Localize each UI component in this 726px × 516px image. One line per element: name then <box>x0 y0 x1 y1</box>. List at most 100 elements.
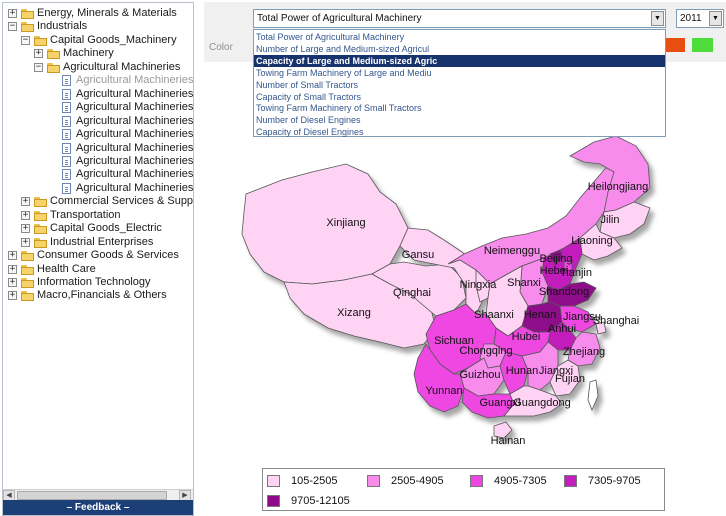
province-hunan[interactable] <box>499 351 529 395</box>
tree-node[interactable]: − Capital Goods_Machinery <box>3 34 193 47</box>
color-label: Color <box>209 42 233 53</box>
expand-icon[interactable]: + <box>21 236 30 247</box>
tree-node[interactable]: + Machinery <box>3 47 193 60</box>
tree-node[interactable]: Agricultural Machineries <box>3 182 193 195</box>
folder-icon <box>21 251 34 262</box>
tree-node[interactable]: Agricultural Machineries <box>3 74 193 87</box>
tree-node-label: Industrial Enterprises <box>50 235 154 248</box>
province-tianjin[interactable] <box>563 259 573 271</box>
scrollbar-thumb[interactable] <box>17 491 167 500</box>
province-label: Hainan <box>491 435 526 447</box>
color-swatch-green[interactable] <box>692 38 713 52</box>
tree-node[interactable]: Agricultural Machineries <box>3 142 193 155</box>
tree-node[interactable]: Agricultural Machineries <box>3 155 193 168</box>
expand-icon[interactable]: + <box>21 196 30 207</box>
province-label: Tianjin <box>560 267 592 279</box>
indicator-select-value: Total Power of Agricultural Machinery <box>257 13 422 24</box>
province-label: Ningxia <box>460 279 498 291</box>
province-yunnan[interactable] <box>413 343 465 413</box>
province-label: Fujian <box>555 373 585 385</box>
collapse-icon[interactable]: − <box>8 21 17 32</box>
tree-node-label: Macro,Financials & Others <box>37 289 167 302</box>
folder-icon <box>34 237 47 248</box>
tree-node[interactable]: Agricultural Machineries <box>3 115 193 128</box>
feedback-button[interactable]: – Feedback – <box>3 500 193 515</box>
tree-node-label: Transportation <box>50 208 121 221</box>
tree-node-label: Agricultural Machineries <box>76 181 193 194</box>
province-label: Xinjiang <box>326 217 365 229</box>
tree-node[interactable]: − Agricultural Machineries <box>3 61 193 74</box>
year-chevron-down-icon[interactable]: ▼ <box>709 11 722 26</box>
province-label: Hubei <box>512 331 541 343</box>
indicator-select[interactable]: Total Power of Agricultural Machinery ▼ <box>253 9 666 28</box>
dropdown-option[interactable]: Number of Large and Medium-sized Agricul <box>256 43 430 54</box>
tree-node[interactable]: + Transportation <box>3 209 193 222</box>
dropdown-option[interactable]: Capacity of Diesel Engines <box>256 127 364 138</box>
expand-icon[interactable]: + <box>8 277 17 287</box>
expand-icon[interactable]: + <box>8 263 17 274</box>
dropdown-option[interactable]: Total Power of Agricultural Machinery <box>256 32 405 42</box>
province-label: Shanxi <box>507 277 541 289</box>
color-swatch-orange[interactable] <box>664 38 685 52</box>
dropdown-option[interactable]: Capacity of Small Tractors <box>256 91 362 102</box>
expand-icon[interactable]: + <box>34 48 43 59</box>
tree-node[interactable]: Agricultural Machineries <box>3 101 193 114</box>
province-label: Henan <box>524 309 556 321</box>
folder-icon <box>34 210 47 221</box>
tree-node-label: Agricultural Machineries <box>76 101 193 114</box>
dropdown-option[interactable]: Number of Small Tractors <box>256 79 359 90</box>
province-label: Liaoning <box>571 235 613 247</box>
province-jilin[interactable] <box>599 201 651 239</box>
province-label: Yunnan <box>425 385 462 397</box>
dropdown-option[interactable]: Number of Diesel Engines <box>256 115 361 126</box>
province-labels: Heilongjiang Jilin Liaoning Xinjiang Neimeng… <box>326 181 648 447</box>
dropdown-option[interactable]: Towing Farm Machinery of Large and Mediu <box>256 67 432 78</box>
province-xinjiang[interactable] <box>241 163 409 285</box>
indicator-dropdown-list: Total Power of Agricultural Machinery Num… <box>253 29 666 137</box>
expand-icon[interactable]: + <box>8 290 17 301</box>
collapse-icon[interactable]: − <box>34 61 43 72</box>
folder-icon <box>21 22 34 33</box>
expand-icon[interactable]: + <box>21 209 30 220</box>
folder-icon <box>34 197 47 208</box>
tree-node[interactable]: + Macro,Financials & Others <box>3 289 193 302</box>
province-hainan[interactable] <box>493 421 513 439</box>
chevron-down-icon[interactable]: ▼ <box>651 11 664 26</box>
year-select[interactable]: 2011 ▼ <box>676 9 724 28</box>
tree-node[interactable]: Agricultural Machineries <box>3 168 193 181</box>
province-label: Xizang <box>337 307 371 319</box>
tree-node[interactable]: − Industrials <box>3 20 193 33</box>
tree-node-label: Consumer Goods & Services <box>37 249 179 262</box>
province-ningxia[interactable] <box>475 269 491 303</box>
dropdown-option[interactable]: Capacity of Large and Medium-sized Agric <box>254 54 665 67</box>
expand-icon[interactable]: + <box>8 250 17 261</box>
province-label: Heilongjiang <box>588 181 649 193</box>
tree-node[interactable]: + Industrial Enterprises <box>3 236 193 249</box>
province-liaoning[interactable] <box>579 223 623 261</box>
tree-node[interactable]: + Capital Goods_Electric <box>3 222 193 235</box>
province-guangdong[interactable] <box>503 385 563 417</box>
tree-node[interactable]: + Energy, Minerals & Materials <box>3 7 193 20</box>
legend-swatch <box>470 475 483 487</box>
expand-icon[interactable]: + <box>8 8 17 18</box>
dropdown-option[interactable]: Towing Farm Machinery of Small Tractors <box>256 103 422 114</box>
tree-node[interactable]: Agricultural Machineries <box>3 128 193 141</box>
tree-node[interactable]: + Commercial Services & Supplies <box>3 195 193 208</box>
tree-node[interactable]: + Consumer Goods & Services <box>3 249 193 262</box>
year-select-value: 2011 <box>680 13 702 24</box>
folder-icon <box>34 224 47 235</box>
document-icon <box>62 182 71 194</box>
province-label: Shandong <box>539 286 589 298</box>
tree-node[interactable]: + Information Technology <box>3 276 193 289</box>
tree-horizontal-scrollbar[interactable]: ◀ ▶ <box>3 489 193 501</box>
category-tree: + Energy, Minerals & Materials − Industrial… <box>3 7 193 487</box>
expand-icon[interactable]: + <box>21 223 30 234</box>
province-fujian[interactable] <box>549 359 581 397</box>
tree-node[interactable]: + Health Care <box>3 263 193 276</box>
province-shanghai[interactable] <box>595 321 607 335</box>
tree-node[interactable]: Agricultural Machineries <box>3 88 193 101</box>
province-beijing[interactable] <box>549 249 565 265</box>
folder-icon <box>47 49 60 60</box>
legend-swatch <box>267 495 280 507</box>
collapse-icon[interactable]: − <box>21 34 30 45</box>
